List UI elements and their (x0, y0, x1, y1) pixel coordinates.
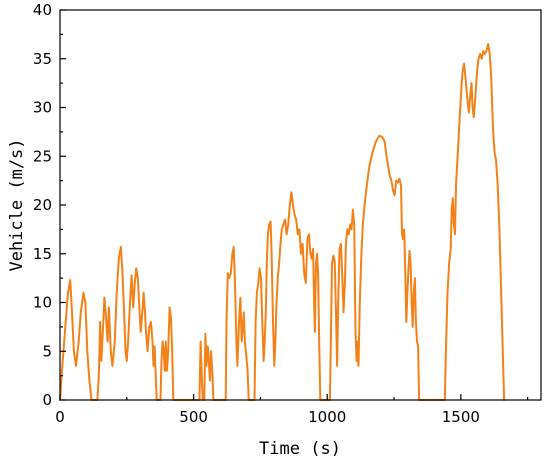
plot-frame (59, 9, 542, 401)
x-axis-title: Time (s) (259, 439, 341, 459)
y-tick-label: 40 (33, 1, 52, 19)
y-tick-label: 5 (42, 342, 52, 360)
y-tick-label: 15 (33, 245, 52, 263)
y-tick-label: 25 (33, 147, 52, 165)
x-tick-label: 1000 (308, 408, 346, 426)
y-axis-title: Vehicle (m/s) (7, 138, 27, 271)
x-tick-label: 1500 (442, 408, 480, 426)
x-tick-label: 0 (55, 408, 65, 426)
x-axis: 0 500 1000 1500 (55, 394, 529, 426)
plot-area (59, 43, 506, 401)
y-tick-label: 10 (33, 294, 52, 312)
y-tick-label: 0 (42, 391, 52, 409)
series-line-0 (59, 43, 506, 401)
y-tick-label: 35 (33, 50, 52, 68)
x-tick-label: 500 (179, 408, 208, 426)
y-tick-label: 20 (33, 196, 52, 214)
y-tick-label: 30 (33, 99, 52, 117)
y-axis: 0 5 10 15 20 25 30 35 40 (33, 1, 66, 409)
